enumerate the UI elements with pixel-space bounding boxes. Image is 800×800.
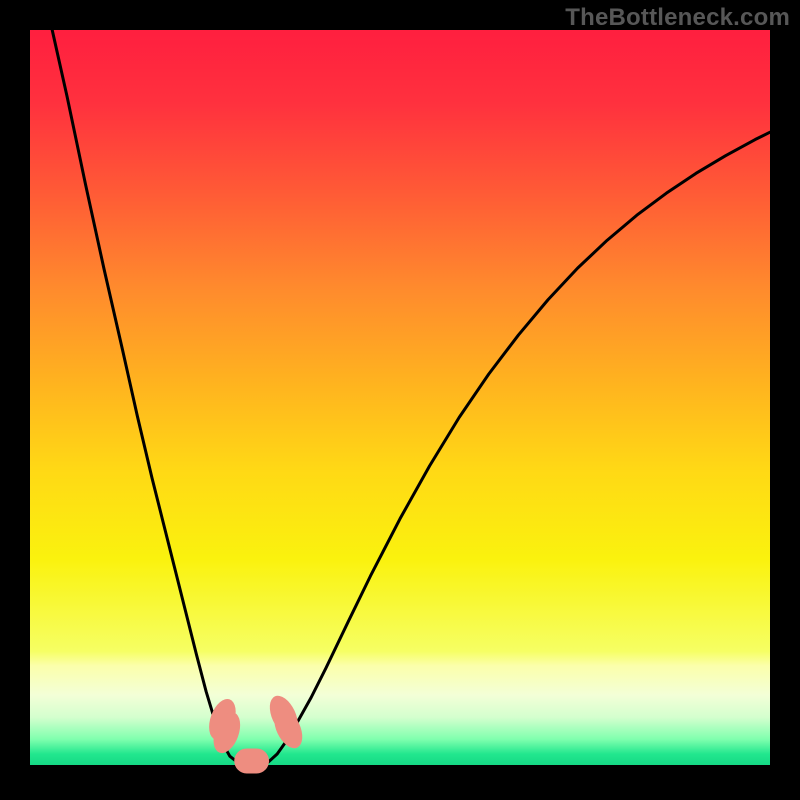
marker-pill: [234, 748, 269, 773]
watermark-text: TheBottleneck.com: [565, 4, 790, 32]
gradient-panel: [30, 30, 770, 765]
bottleneck-chart: [0, 0, 800, 800]
chart-stage: { "watermark": { "text": "TheBottleneck.…: [0, 0, 800, 800]
